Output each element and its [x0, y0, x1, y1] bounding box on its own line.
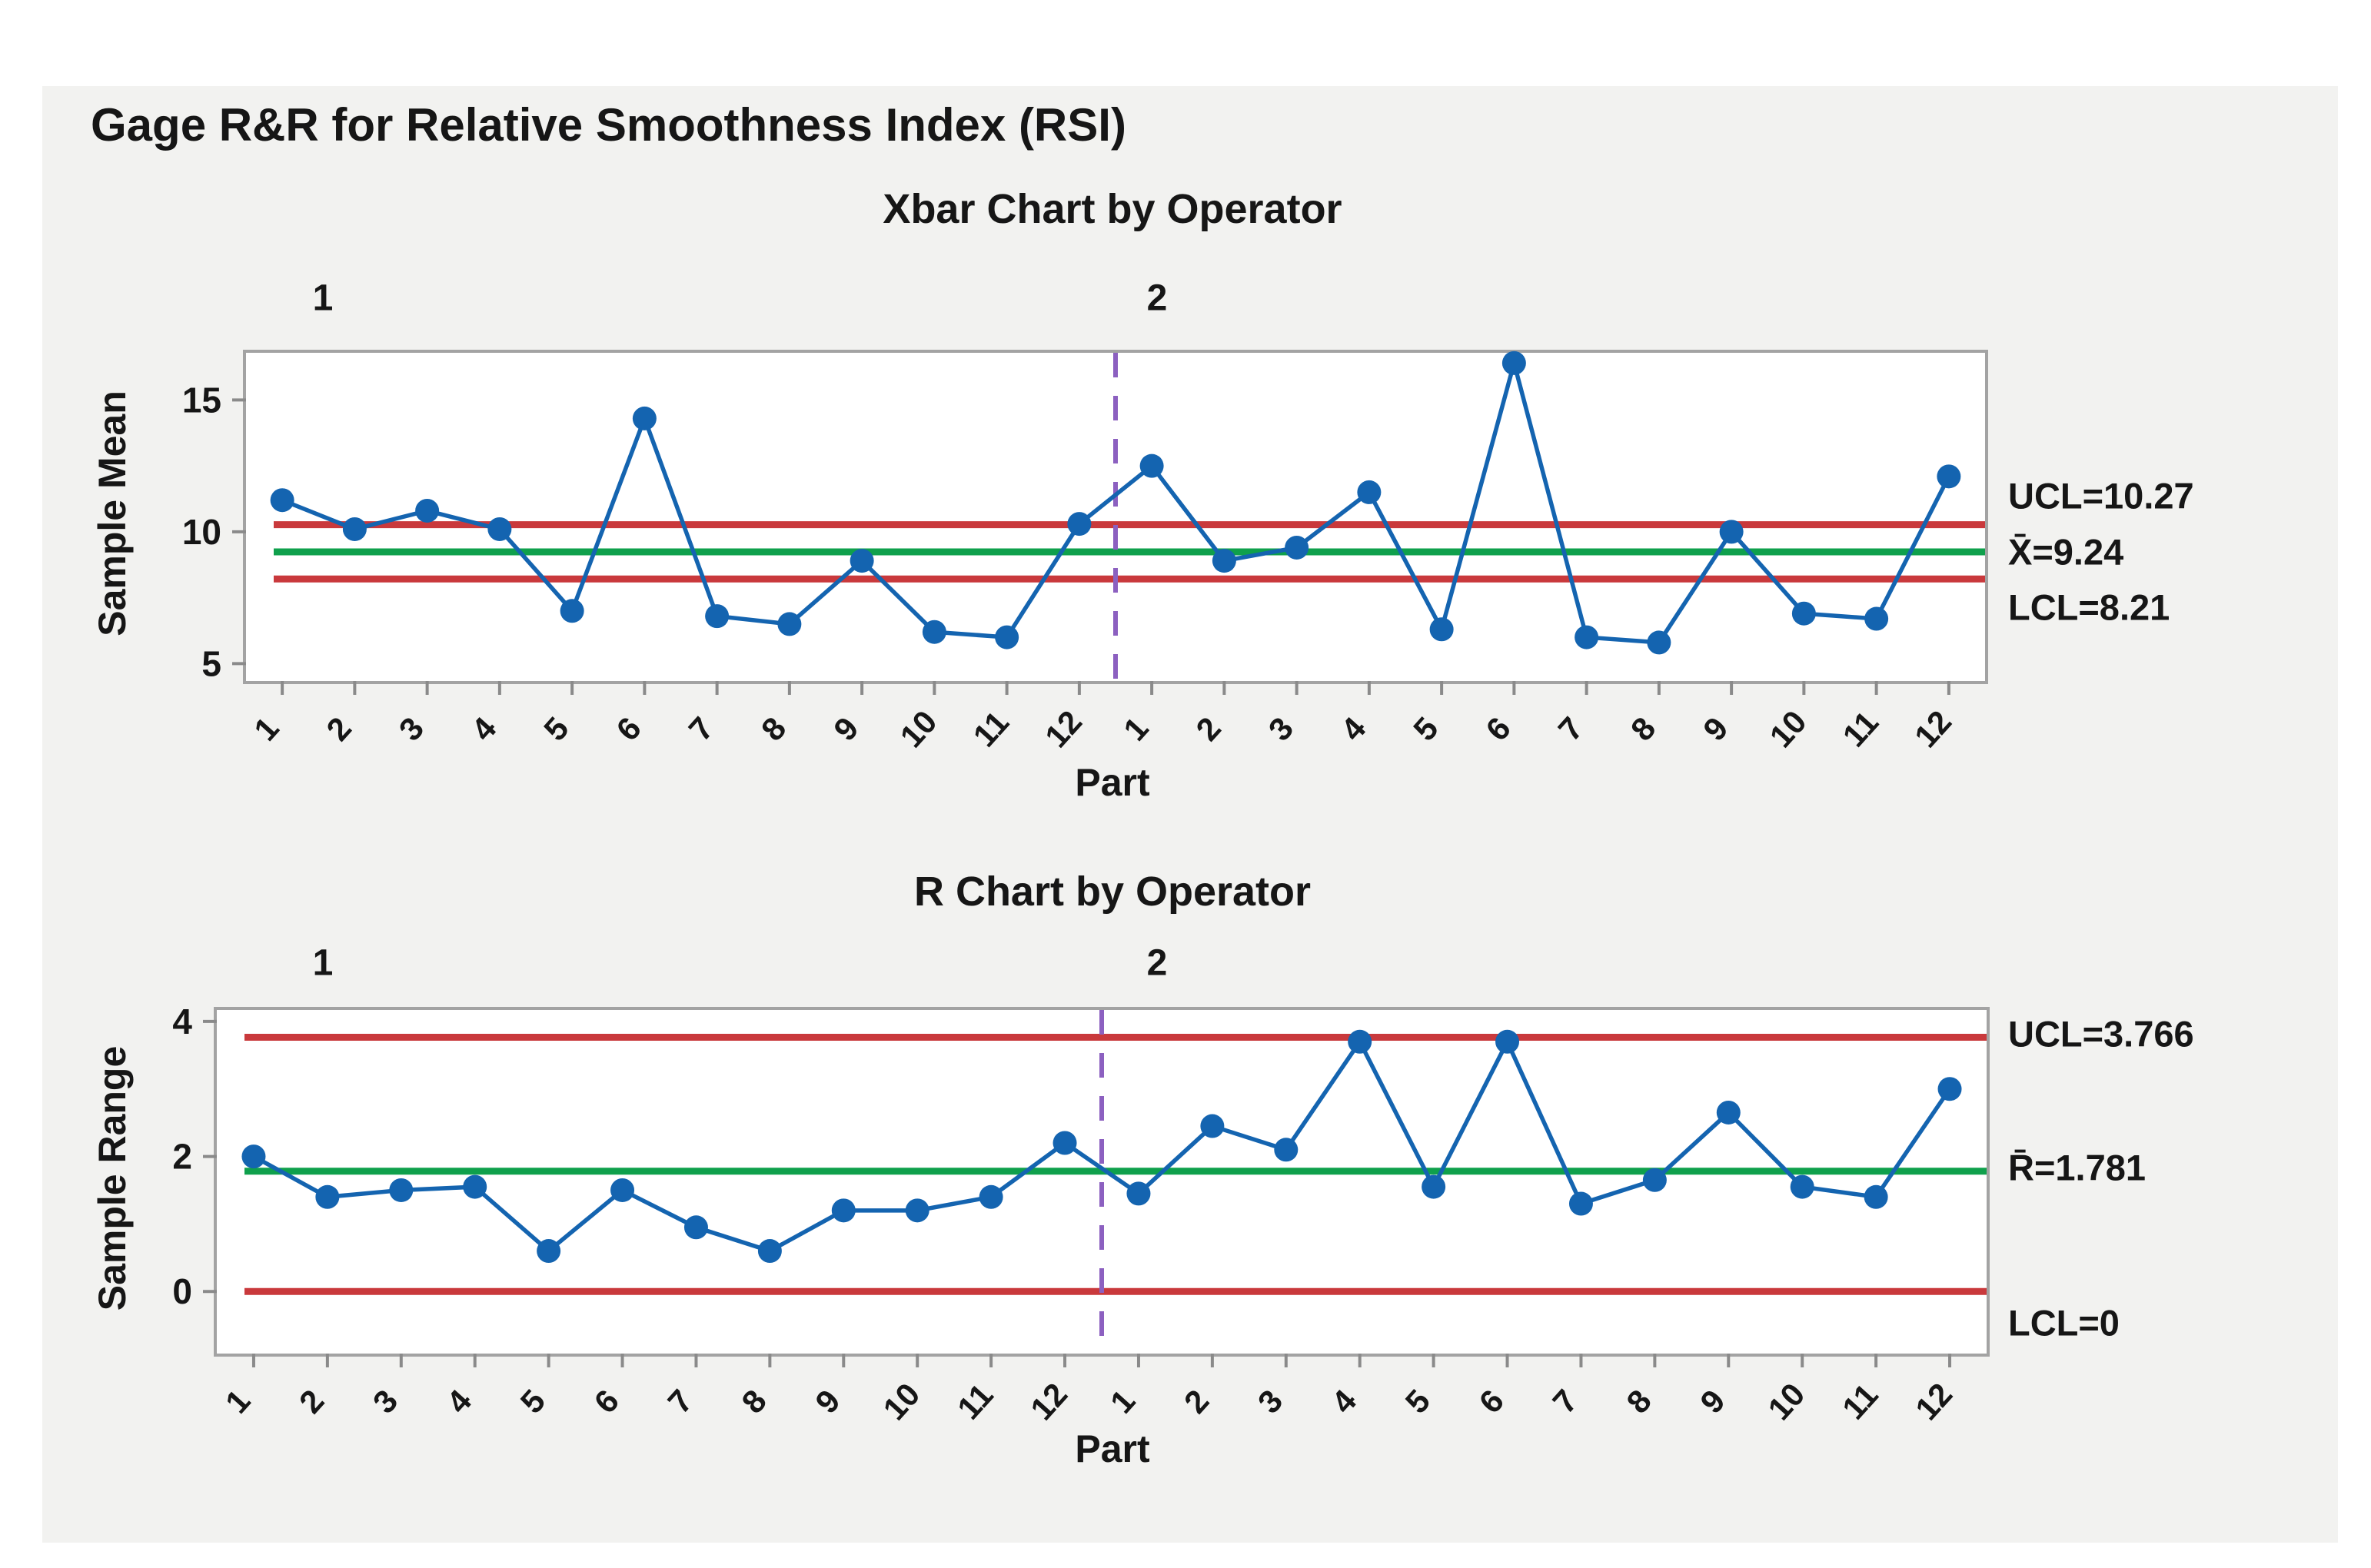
y-tick-label: 15	[182, 380, 221, 420]
data-point	[1937, 1077, 1962, 1101]
y-tick-label: 5	[201, 643, 221, 683]
data-point	[1864, 606, 1889, 631]
series-line	[281, 354, 1951, 645]
data-point	[905, 1198, 929, 1223]
page-title: Gage R&R for Relative Smoothness Index (…	[91, 99, 1126, 151]
data-point	[342, 517, 367, 541]
data-point	[1647, 630, 1671, 655]
data-point	[1285, 535, 1309, 560]
xbar-y-axis-title: Sample Mean	[91, 390, 134, 636]
data-point	[1642, 1168, 1667, 1192]
r-chart-title: R Chart by Operator	[913, 869, 1312, 915]
data-point	[1139, 453, 1164, 478]
data-point	[995, 625, 1019, 649]
xbar-ucl-label: UCL=10.27	[2008, 475, 2194, 517]
data-point	[632, 406, 657, 430]
data-point	[922, 620, 946, 644]
data-point	[315, 1184, 340, 1209]
r-ucl-label: UCL=3.766	[2008, 1013, 2194, 1055]
data-point	[1274, 1138, 1299, 1162]
data-point	[1575, 625, 1599, 649]
data-point	[487, 517, 512, 541]
data-point	[1716, 1100, 1741, 1125]
data-point	[979, 1184, 1003, 1209]
y-tick-label: 0	[172, 1271, 192, 1311]
data-point	[1791, 601, 1816, 626]
data-point	[850, 549, 874, 573]
xbar-operator-2-label: 2	[1146, 277, 1168, 319]
data-point	[241, 1144, 266, 1169]
data-point	[705, 604, 730, 629]
y-tick-label: 4	[172, 1002, 192, 1041]
data-point	[560, 599, 584, 623]
data-point	[1052, 1131, 1077, 1155]
xbar-chart-title: Xbar Chart by Operator	[883, 186, 1342, 232]
data-point	[1501, 350, 1526, 375]
data-point	[415, 498, 440, 523]
data-point	[1568, 1191, 1593, 1216]
r-y-axis-title: Sample Range	[91, 1045, 134, 1311]
data-point	[831, 1198, 856, 1223]
data-point	[1200, 1114, 1225, 1138]
data-point	[463, 1174, 487, 1199]
data-point	[1212, 549, 1236, 573]
r-operator-2-label: 2	[1146, 942, 1168, 984]
data-point	[1348, 1029, 1372, 1054]
data-point	[270, 488, 294, 513]
data-point	[389, 1178, 414, 1202]
data-point	[610, 1178, 635, 1202]
data-point	[1864, 1184, 1888, 1209]
xbar-operator-1-label: 1	[312, 277, 334, 319]
r-operator-1-label: 1	[312, 942, 334, 984]
data-point	[1495, 1029, 1520, 1054]
series-line	[252, 1036, 1952, 1254]
r-x-axis-title: Part	[1075, 1427, 1150, 1470]
data-point	[1067, 512, 1092, 537]
data-point	[1937, 464, 1961, 489]
xbar-lcl-label: LCL=8.21	[2008, 586, 2170, 628]
data-point	[537, 1239, 561, 1264]
xbar-center-label: X̄=9.24	[2008, 531, 2124, 573]
data-point	[1719, 520, 1744, 544]
data-point	[1422, 1174, 1446, 1199]
data-point	[1790, 1174, 1814, 1199]
data-point	[1357, 480, 1382, 504]
data-point	[1429, 617, 1454, 642]
r-lcl-label: LCL=0	[2008, 1302, 2120, 1344]
data-point	[683, 1215, 708, 1240]
data-point	[757, 1239, 782, 1264]
data-point	[777, 612, 802, 636]
y-tick-label: 2	[172, 1137, 192, 1177]
r-center-label: R̄=1.781	[2008, 1147, 2147, 1188]
data-point	[1126, 1181, 1151, 1206]
y-tick-label: 10	[182, 512, 221, 552]
xbar-x-axis-title: Part	[1075, 761, 1150, 804]
